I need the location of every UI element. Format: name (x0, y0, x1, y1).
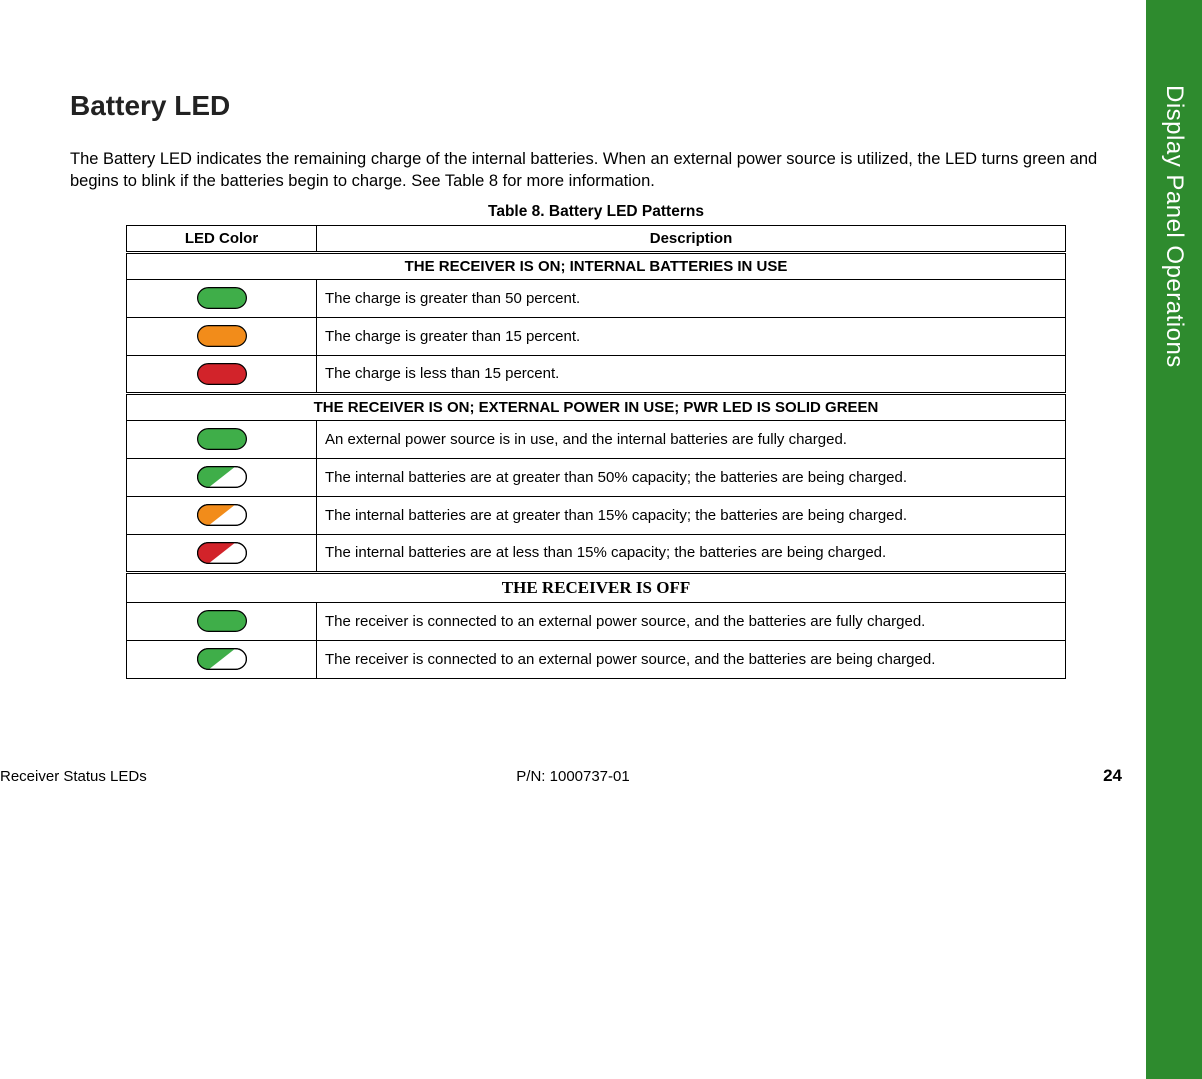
desc-cell: An external power source is in use, and … (317, 420, 1066, 458)
table-row: The internal batteries are at greater th… (127, 458, 1066, 496)
desc-cell: The internal batteries are at greater th… (317, 458, 1066, 496)
led-icon (197, 365, 247, 382)
side-tab: Display Panel Operations (1146, 0, 1202, 1079)
page-body: Battery LED The Battery LED indicates th… (0, 0, 1146, 679)
led-icon (197, 612, 247, 629)
section-header-cell: THE RECEIVER IS ON; INTERNAL BATTERIES I… (127, 252, 1066, 279)
table-row: The internal batteries are at less than … (127, 534, 1066, 572)
led-cell (127, 420, 317, 458)
table-header-row: LED Color Description (127, 225, 1066, 252)
desc-cell: The charge is greater than 15 percent. (317, 317, 1066, 355)
desc-cell: The internal batteries are at less than … (317, 534, 1066, 572)
desc-cell: The internal batteries are at greater th… (317, 496, 1066, 534)
led-icon (197, 650, 247, 667)
led-cell (127, 279, 317, 317)
page-title: Battery LED (70, 90, 1122, 122)
led-cell (127, 458, 317, 496)
col-header-desc: Description (317, 225, 1066, 252)
table-section-header: THE RECEIVER IS ON; EXTERNAL POWER IN US… (127, 393, 1066, 420)
table-caption: Table 8. Battery LED Patterns (70, 203, 1122, 221)
table-section-header: THE RECEIVER IS ON; INTERNAL BATTERIES I… (127, 252, 1066, 279)
led-icon (197, 544, 247, 561)
table-row: The charge is less than 15 percent. (127, 355, 1066, 393)
table-row: The receiver is connected to an external… (127, 640, 1066, 678)
led-cell (127, 496, 317, 534)
intro-paragraph: The Battery LED indicates the remaining … (70, 148, 1122, 193)
led-cell (127, 640, 317, 678)
table-section-header: THE RECEIVER IS OFF (127, 572, 1066, 602)
table-row: The receiver is connected to an external… (127, 602, 1066, 640)
led-cell (127, 534, 317, 572)
side-tab-label: Display Panel Operations (1160, 85, 1188, 368)
col-header-led: LED Color (127, 225, 317, 252)
led-icon (197, 506, 247, 523)
section-header-cell: THE RECEIVER IS OFF (127, 572, 1066, 602)
table-row: The internal batteries are at greater th… (127, 496, 1066, 534)
led-icon (197, 468, 247, 485)
table-row: The charge is greater than 50 percent. (127, 279, 1066, 317)
led-cell (127, 317, 317, 355)
desc-cell: The charge is less than 15 percent. (317, 355, 1066, 393)
led-cell (127, 602, 317, 640)
desc-cell: The receiver is connected to an external… (317, 640, 1066, 678)
led-icon (197, 430, 247, 447)
led-table: LED Color Description THE RECEIVER IS ON… (126, 225, 1066, 679)
desc-cell: The receiver is connected to an external… (317, 602, 1066, 640)
led-cell (127, 355, 317, 393)
table-row: An external power source is in use, and … (127, 420, 1066, 458)
footer-center: P/N: 1000737-01 (516, 768, 629, 785)
led-icon (197, 289, 247, 306)
section-header-cell: THE RECEIVER IS ON; EXTERNAL POWER IN US… (127, 393, 1066, 420)
footer-right: 24 (1103, 766, 1122, 786)
desc-cell: The charge is greater than 50 percent. (317, 279, 1066, 317)
led-icon (197, 327, 247, 344)
table-row: The charge is greater than 15 percent. (127, 317, 1066, 355)
page-footer: Receiver Status LEDs P/N: 1000737-01 24 (0, 766, 1146, 786)
footer-left: Receiver Status LEDs (0, 768, 147, 785)
